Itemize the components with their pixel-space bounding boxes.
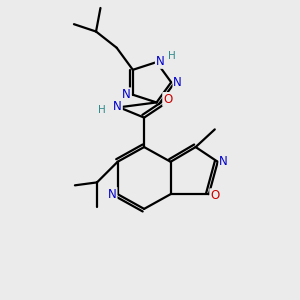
Text: N: N [156,55,164,68]
Text: H: H [168,51,176,61]
Text: N: N [113,100,122,113]
Text: N: N [108,188,117,201]
Text: N: N [173,76,182,89]
Text: H: H [98,105,106,115]
Text: O: O [210,189,219,202]
Text: N: N [122,88,131,101]
Text: O: O [163,93,172,106]
Text: N: N [219,155,228,168]
